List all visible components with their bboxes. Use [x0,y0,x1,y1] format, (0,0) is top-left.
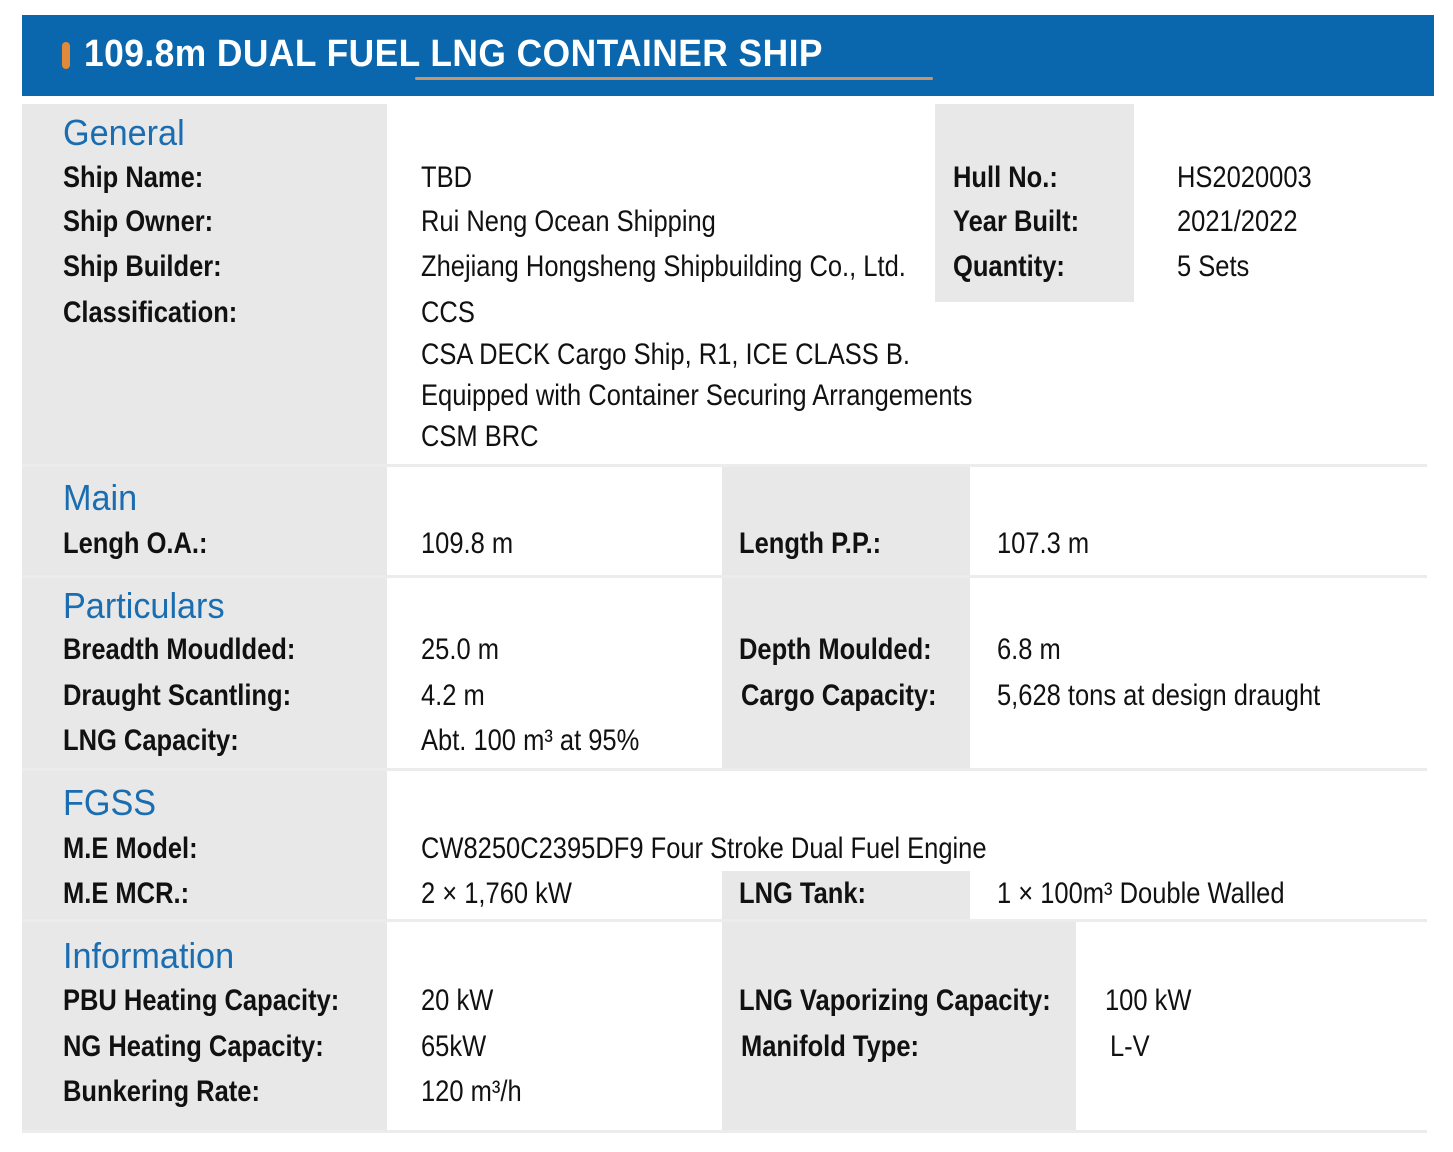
title-banner [22,15,1434,96]
lng-tank-label: LNG Tank: [739,877,867,910]
information-right-label-column [722,922,1076,1130]
ship-name-value: TBD [421,161,472,194]
bunkering-rate-label: Bunkering Rate: [63,1075,260,1108]
cargo-capacity-value: 5,628 tons at design draught [997,679,1321,712]
classification-line: CSA DECK Cargo Ship, R1, ICE CLASS B. [421,338,910,371]
lng-capacity-value: Abt. 100 m³ at 95% [421,724,640,757]
page-title: 109.8m DUAL FUEL LNG CONTAINER SHIP [84,33,823,75]
lpp-label: Length P.P.: [739,527,882,560]
draught-label: Draught Scantling: [63,679,292,712]
section-heading-main: Main [63,477,138,518]
ng-heating-value: 65kW [421,1030,487,1063]
depth-label: Depth Moulded: [739,633,932,666]
bunkering-rate-value: 120 m³/h [421,1075,522,1108]
section-heading-particulars: Particulars [63,585,225,626]
information-label-column [22,922,387,1130]
lng-vaporizing-value: 100 kW [1105,984,1192,1017]
lng-capacity-label: LNG Capacity: [63,724,239,757]
title-accent-bar [62,42,70,69]
classification-line: CSM BRC [421,420,539,453]
me-mcr-label: M.E MCR.: [63,877,190,910]
draught-value: 4.2 m [421,679,485,712]
year-built-label: Year Built: [953,205,1080,238]
classification-label: Classification: [63,296,238,329]
general-label-column [22,104,387,464]
general-right-label-column [935,104,1134,302]
ship-builder-label: Ship Builder: [63,250,222,283]
lpp-value: 107.3 m [997,527,1090,560]
main-right-label-column [722,467,970,575]
breadth-value: 25.0 m [421,633,499,666]
hull-no-value: HS2020003 [1177,161,1312,194]
breadth-label: Breadth Moudlded: [63,633,296,666]
me-model-label: M.E Model: [63,832,198,865]
divider [22,919,1427,922]
section-heading-fgss: FGSS [63,782,157,823]
quantity-label: Quantity: [953,250,1065,283]
fgss-right-label-column [722,871,970,919]
ng-heating-label: NG Heating Capacity: [63,1030,324,1063]
ship-owner-value: Rui Neng Ocean Shipping [421,205,716,238]
pbu-heating-label: PBU Heating Capacity: [63,984,340,1017]
ship-builder-value: Zhejiang Hongsheng Shipbuilding Co., Ltd… [421,250,906,283]
divider [22,575,1427,578]
ship-owner-label: Ship Owner: [63,205,214,238]
depth-value: 6.8 m [997,633,1061,666]
divider [22,464,1427,467]
divider [22,768,1427,771]
year-built-value: 2021/2022 [1177,205,1298,238]
main-label-column [22,467,387,575]
loa-value: 109.8 m [421,527,514,560]
section-heading-information: Information [63,935,235,976]
lng-vaporizing-label: LNG Vaporizing Capacity: [739,984,1051,1017]
particulars-right-label-column [722,578,970,768]
lng-tank-value: 1 × 100m³ Double Walled [997,877,1285,910]
quantity-value: 5 Sets [1177,250,1250,283]
ship-name-label: Ship Name: [63,161,204,194]
pbu-heating-value: 20 kW [421,984,494,1017]
cargo-capacity-label: Cargo Capacity: [741,679,937,712]
divider [22,1130,1427,1133]
me-mcr-value: 2 × 1,760 kW [421,877,572,910]
hull-no-label: Hull No.: [953,161,1058,194]
title-underline [415,77,933,80]
particulars-label-column [22,578,387,768]
classification-line: Equipped with Container Securing Arrange… [421,379,973,412]
manifold-type-value: L-V [1110,1030,1150,1063]
manifold-type-label: Manifold Type: [741,1030,920,1063]
fgss-label-column [22,771,387,919]
section-heading-general: General [63,112,185,153]
loa-label: Lengh O.A.: [63,527,208,560]
me-model-value: CW8250C2395DF9 Four Stroke Dual Fuel Eng… [421,832,987,865]
classification-line: CCS [421,296,475,329]
